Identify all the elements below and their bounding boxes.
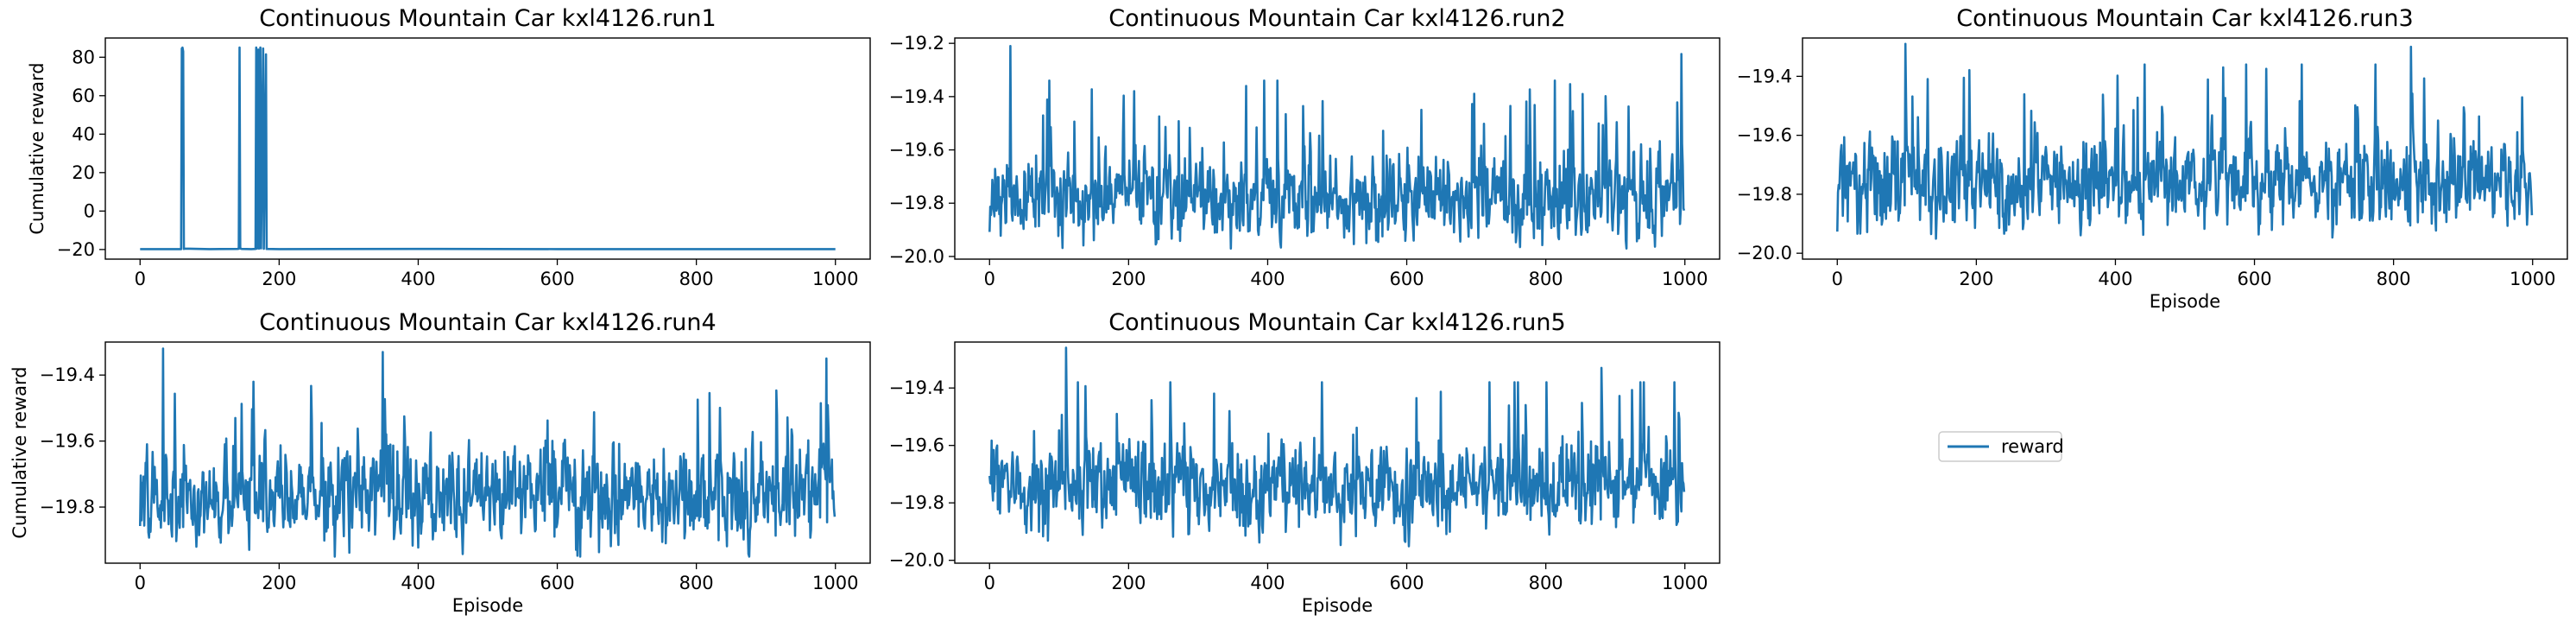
y-tick-label: 40 [72,124,95,144]
plot-frame [954,37,1720,260]
x-tick-label: 600 [2237,269,2271,289]
x-tick-label: 400 [401,269,435,289]
plot-frame [954,341,1720,564]
subplot-run4: 0 200 400 600 800 1000 −19.8 −19.6 −19.4 Continuo… [9,309,871,616]
x-tick-label: 600 [1389,269,1424,289]
subplot-title: Continuous Mountain Car kxl4126.run2 [1108,5,1565,32]
legend-box [1938,431,2062,462]
y-tick-label: −19.4 [40,365,95,385]
subplot-run3: 0 200 400 600 800 1000 −20.0 −19.8 −19.6 −19.4 Con… [1737,5,2568,312]
reward-series-line [139,347,837,558]
y-tick-label: −19.6 [889,435,944,456]
legend-label: reward [2001,436,2064,457]
x-tick-label: 0 [984,573,995,593]
y-tick-label: −19.4 [1737,66,1792,86]
x-tick-label: 1000 [1662,269,1708,289]
x-tick-label: 200 [1111,269,1146,289]
x-tick-label: 1000 [812,573,858,593]
x-tick-label: 1000 [812,269,858,289]
y-axis-label: Cumulative reward [27,62,47,234]
reward-series-line [988,346,1686,548]
x-tick-label: 800 [679,269,714,289]
y-tick-label: −20.0 [1737,243,1792,263]
x-tick-label: 800 [1529,269,1563,289]
y-tick-label: −20.0 [889,246,944,267]
x-tick-label: 200 [1111,573,1146,593]
subplot-run1: 0 200 400 600 800 1000 −20 0 20 40 60 80 Continuous … [27,5,871,289]
y-tick-label: −19.8 [40,497,95,517]
subplot-run2: 0 200 400 600 800 1000 −20.0 −19.8 −19.6 −19.4 −19… [889,5,1720,289]
y-tick-label: −19.4 [889,377,944,398]
x-tick-label: 400 [401,573,435,593]
x-tick-label: 0 [984,269,995,289]
reward-series-line [988,45,1686,250]
x-tick-label: 0 [135,269,146,289]
x-tick-label: 1000 [1662,573,1708,593]
x-tick-label: 800 [679,573,714,593]
y-tick-label: 60 [72,86,95,106]
x-tick-label: 400 [2098,269,2132,289]
x-tick-label: 800 [1529,573,1563,593]
x-tick-label: 200 [1959,269,1993,289]
subplot-run5: 0 200 400 600 800 1000 −20.0 −19.8 −19.6 −19.4 Con… [889,309,1720,616]
x-tick-label: 0 [1832,269,1843,289]
y-axis-label: Cumulative reward [9,366,30,538]
y-tick-label: −19.8 [889,193,944,213]
y-tick-label: −19.8 [1737,184,1792,205]
y-tick-label: 0 [84,200,95,221]
reward-series-line [140,46,836,250]
x-tick-label: 1000 [2510,269,2555,289]
y-tick-label: −19.2 [889,33,944,54]
plot-frame [104,37,871,260]
subplot-title: Continuous Mountain Car kxl4126.run4 [259,309,716,336]
x-tick-label: 400 [1250,573,1285,593]
y-tick-label: −19.8 [889,492,944,513]
x-tick-label: 600 [540,269,574,289]
legend: reward [1938,431,2064,462]
subplot-title: Continuous Mountain Car kxl4126.run3 [1956,5,2413,32]
x-tick-label: 200 [262,573,296,593]
plot-frame [104,341,871,564]
x-axis-label: Episode [2150,291,2220,312]
x-tick-label: 600 [1389,573,1424,593]
x-axis-label: Episode [1302,595,1373,616]
y-tick-label: 20 [72,162,95,183]
y-tick-label: −19.4 [889,86,944,107]
y-tick-label: 80 [72,47,95,67]
x-tick-label: 400 [1250,269,1285,289]
y-tick-label: −20 [57,239,95,260]
x-tick-label: 800 [2377,269,2411,289]
x-tick-label: 600 [540,573,574,593]
subplot-title: Continuous Mountain Car kxl4126.run1 [259,5,716,32]
subplot-title: Continuous Mountain Car kxl4126.run5 [1108,309,1565,336]
y-tick-label: −19.6 [40,431,95,452]
reward-series-line [1836,42,2534,240]
x-tick-label: 0 [135,573,146,593]
x-axis-label: Episode [452,595,523,616]
plot-frame [1802,37,2568,260]
y-tick-label: −19.6 [889,140,944,161]
x-tick-label: 200 [262,269,296,289]
y-tick-label: −20.0 [889,550,944,571]
y-tick-label: −19.6 [1737,125,1792,146]
